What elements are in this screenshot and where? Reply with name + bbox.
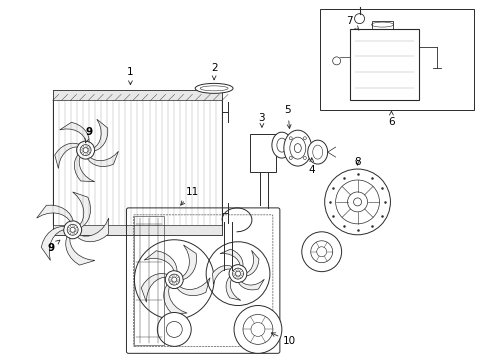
Bar bbox=[319, 9, 474, 110]
Text: 3: 3 bbox=[259, 113, 265, 127]
Polygon shape bbox=[66, 237, 95, 265]
Polygon shape bbox=[226, 277, 241, 300]
Polygon shape bbox=[88, 151, 119, 167]
Text: 2: 2 bbox=[211, 63, 218, 80]
Circle shape bbox=[234, 306, 282, 353]
Ellipse shape bbox=[272, 132, 292, 158]
Polygon shape bbox=[41, 226, 64, 260]
Polygon shape bbox=[164, 285, 187, 314]
Polygon shape bbox=[77, 218, 109, 242]
Text: 11: 11 bbox=[181, 187, 199, 205]
Polygon shape bbox=[37, 205, 73, 221]
Polygon shape bbox=[94, 119, 108, 151]
Polygon shape bbox=[213, 265, 232, 284]
Circle shape bbox=[76, 141, 95, 159]
Polygon shape bbox=[177, 278, 210, 296]
Ellipse shape bbox=[284, 130, 312, 166]
Bar bbox=[53, 90, 222, 235]
Ellipse shape bbox=[195, 84, 233, 93]
Text: 5: 5 bbox=[285, 105, 291, 129]
Text: 4: 4 bbox=[308, 158, 315, 175]
Circle shape bbox=[165, 271, 183, 289]
Polygon shape bbox=[183, 245, 196, 280]
Polygon shape bbox=[239, 279, 264, 290]
Circle shape bbox=[229, 265, 247, 283]
Polygon shape bbox=[74, 155, 95, 182]
Circle shape bbox=[64, 221, 82, 239]
Polygon shape bbox=[220, 249, 243, 266]
Text: 9: 9 bbox=[85, 127, 92, 143]
Bar bbox=[349, 28, 419, 100]
Polygon shape bbox=[144, 251, 177, 271]
Bar bbox=[134, 216, 164, 345]
Bar bbox=[53, 90, 222, 100]
Polygon shape bbox=[246, 250, 259, 276]
Text: 8: 8 bbox=[354, 157, 361, 167]
Polygon shape bbox=[60, 122, 89, 142]
Polygon shape bbox=[141, 274, 167, 302]
Text: 9: 9 bbox=[47, 240, 60, 253]
Text: 7: 7 bbox=[346, 15, 359, 30]
Circle shape bbox=[325, 169, 391, 235]
Bar bbox=[371, 21, 393, 28]
Polygon shape bbox=[73, 192, 91, 228]
Bar bbox=[53, 225, 222, 235]
Circle shape bbox=[157, 312, 191, 346]
Text: 1: 1 bbox=[127, 67, 134, 85]
Circle shape bbox=[302, 232, 342, 272]
Ellipse shape bbox=[308, 140, 328, 164]
Bar bbox=[250, 134, 276, 172]
Text: 6: 6 bbox=[388, 111, 395, 127]
Polygon shape bbox=[55, 143, 79, 168]
Text: 10: 10 bbox=[271, 333, 296, 346]
